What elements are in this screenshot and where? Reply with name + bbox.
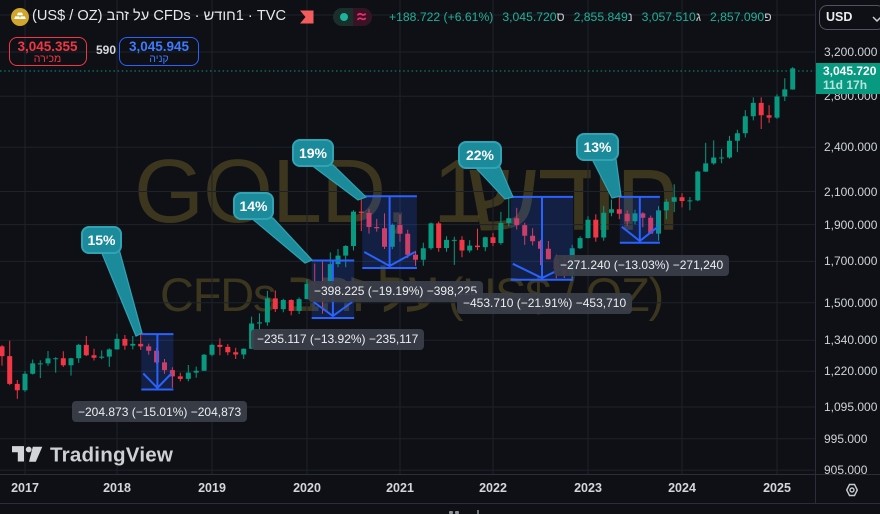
svg-text:TradingView: TradingView bbox=[50, 445, 174, 466]
